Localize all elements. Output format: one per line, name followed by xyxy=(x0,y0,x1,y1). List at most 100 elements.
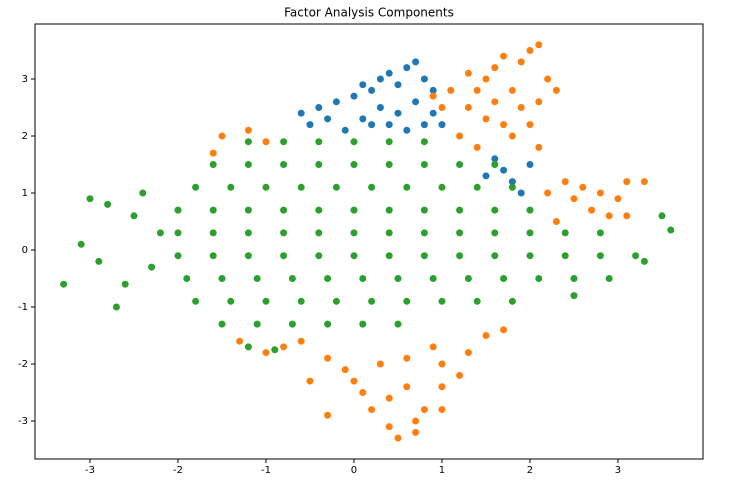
scatter-point xyxy=(596,252,604,260)
scatter-point xyxy=(315,104,323,112)
scatter-point xyxy=(456,132,464,140)
scatter-point xyxy=(482,75,490,83)
scatter-point xyxy=(491,98,499,106)
scatter-point xyxy=(447,86,455,94)
scatter-point xyxy=(508,183,516,191)
scatter-point xyxy=(139,189,147,197)
scatter-point xyxy=(368,406,376,414)
scatter-point xyxy=(394,320,402,328)
scatter-point xyxy=(394,109,402,117)
scatter-point xyxy=(280,343,288,351)
scatter-point xyxy=(508,297,516,305)
scatter-point xyxy=(315,206,323,214)
scatter-point xyxy=(491,252,499,260)
scatter-point xyxy=(570,274,578,282)
scatter-point xyxy=(544,189,552,197)
scatter-point xyxy=(236,337,244,345)
scatter-point xyxy=(491,160,499,168)
scatter-point xyxy=(403,64,411,72)
scatter-point xyxy=(341,366,349,374)
scatter-point xyxy=(667,226,675,234)
scatter-point xyxy=(385,69,393,77)
scatter-point xyxy=(508,178,516,186)
scatter-point xyxy=(332,98,340,106)
scatter-point xyxy=(174,229,182,237)
scatter-point xyxy=(500,166,508,174)
scatter-point xyxy=(306,377,314,385)
scatter-point xyxy=(376,104,384,112)
scatter-point xyxy=(456,206,464,214)
scatter-point xyxy=(412,428,420,436)
scatter-point xyxy=(385,394,393,402)
scatter-point xyxy=(244,160,252,168)
scatter-point xyxy=(280,138,288,146)
scatter-point xyxy=(491,155,499,163)
scatter-point xyxy=(209,229,217,237)
x-tick-label: -3 xyxy=(85,465,95,476)
scatter-point xyxy=(464,104,472,112)
scatter-point xyxy=(526,121,534,129)
scatter-point xyxy=(526,206,534,214)
scatter-point xyxy=(394,434,402,442)
scatter-point xyxy=(508,132,516,140)
x-tick-label: 1 xyxy=(439,465,445,476)
scatter-point xyxy=(262,138,270,146)
scatter-point xyxy=(473,143,481,151)
scatter-point xyxy=(526,160,534,168)
scatter-point xyxy=(350,92,358,100)
scatter-point xyxy=(526,252,534,260)
scatter-point xyxy=(473,86,481,94)
scatter-point xyxy=(359,320,367,328)
scatter-point xyxy=(121,280,129,288)
y-tick-label: 0 xyxy=(22,245,28,256)
scatter-point xyxy=(359,388,367,396)
y-tick-label: -2 xyxy=(18,359,28,370)
scatter-point xyxy=(253,274,261,282)
scatter-point xyxy=(350,206,358,214)
scatter-point xyxy=(350,252,358,260)
scatter-point xyxy=(420,138,428,146)
scatter-point xyxy=(262,297,270,305)
scatter-point xyxy=(623,178,631,186)
scatter-point xyxy=(244,138,252,146)
scatter-point xyxy=(588,206,596,214)
scatter-point xyxy=(385,229,393,237)
scatter-point xyxy=(412,417,420,425)
scatter-point xyxy=(368,297,376,305)
scatter-point xyxy=(420,160,428,168)
scatter-point xyxy=(104,200,112,208)
y-tick-label: -3 xyxy=(18,416,28,427)
scatter-point xyxy=(596,229,604,237)
scatter-point xyxy=(86,195,94,203)
scatter-point xyxy=(535,274,543,282)
scatter-point xyxy=(517,189,525,197)
scatter-point xyxy=(227,183,235,191)
scatter-point xyxy=(517,58,525,66)
scatter-point xyxy=(429,274,437,282)
scatter-point xyxy=(464,349,472,357)
scatter-point xyxy=(500,121,508,129)
scatter-point xyxy=(561,229,569,237)
scatter-point xyxy=(112,303,120,311)
scatter-point xyxy=(368,183,376,191)
scatter-point xyxy=(403,383,411,391)
scatter-point xyxy=(359,115,367,123)
scatter-point xyxy=(561,178,569,186)
scatter-point xyxy=(429,86,437,94)
x-tick-label: 0 xyxy=(351,465,357,476)
scatter-point xyxy=(280,252,288,260)
scatter-point xyxy=(526,47,534,55)
scatter-point xyxy=(429,109,437,117)
scatter-point xyxy=(403,297,411,305)
scatter-point xyxy=(456,160,464,168)
scatter-point xyxy=(438,383,446,391)
scatter-point xyxy=(271,346,279,354)
scatter-point xyxy=(438,297,446,305)
scatter-point xyxy=(148,263,156,271)
scatter-point xyxy=(262,183,270,191)
scatter-point xyxy=(552,217,560,225)
scatter-point xyxy=(535,41,543,49)
scatter-point xyxy=(403,126,411,134)
scatter-point xyxy=(482,172,490,180)
scatter-point xyxy=(359,81,367,89)
